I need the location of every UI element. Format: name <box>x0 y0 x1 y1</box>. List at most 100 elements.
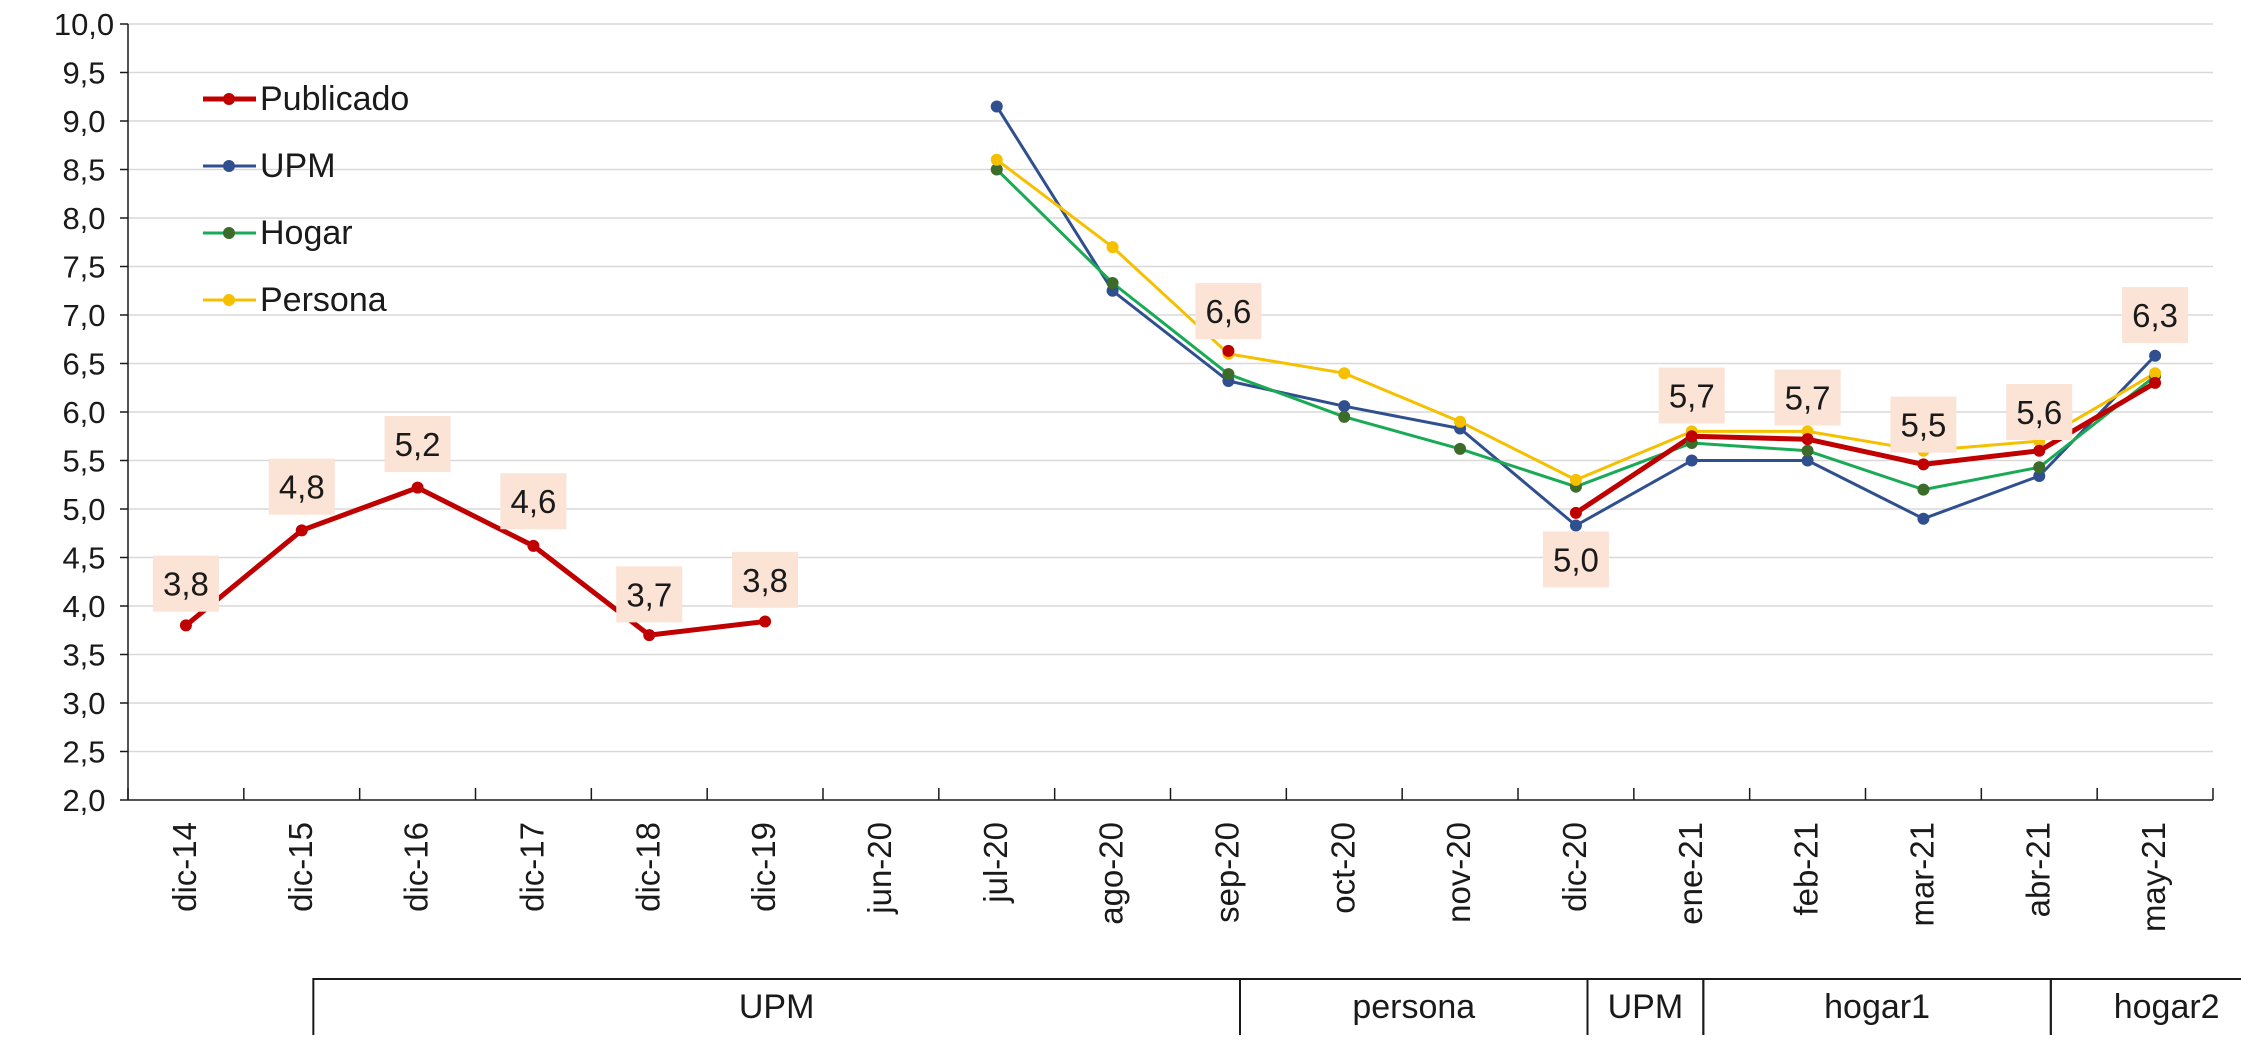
series-lines <box>179 100 2162 642</box>
data-point-publicado <box>1222 344 1235 357</box>
data-point-hogar <box>1917 483 1930 496</box>
y-tick-label: 5,5 <box>62 444 105 479</box>
data-point-hogar <box>990 163 1003 176</box>
data-label-box <box>1774 369 1841 426</box>
y-tick-label: 3,5 <box>62 638 105 673</box>
y-tick-label: 4,0 <box>62 589 105 624</box>
data-point-upm <box>1801 454 1814 467</box>
x-tick-label: ene-21 <box>1672 822 1709 925</box>
x-tick-label: abr-21 <box>2019 822 2056 917</box>
data-point-persona <box>1106 241 1119 254</box>
data-point-persona <box>990 153 1003 166</box>
data-point-publicado <box>179 619 192 632</box>
data-point-publicado <box>2149 376 2162 389</box>
data-label-box <box>1195 283 1262 340</box>
data-label-box <box>1658 367 1725 424</box>
x-tick-label: nov-20 <box>1440 822 1477 923</box>
data-label-box <box>268 458 335 515</box>
y-tick-label: 3,0 <box>62 686 105 721</box>
x-tick-label: dic-14 <box>166 822 203 912</box>
x-tick-label: feb-21 <box>1788 822 1825 916</box>
data-label-box <box>384 416 451 473</box>
data-point-persona <box>2149 367 2162 380</box>
y-tick-label: 8,0 <box>62 201 105 236</box>
data-point-hogar <box>1222 368 1235 381</box>
legend-marker-persona <box>223 294 235 306</box>
x-tick-label: ago-20 <box>1093 822 1130 925</box>
data-point-hogar <box>1338 410 1351 423</box>
data-point-publicado <box>411 481 424 494</box>
x-tick-label: may-21 <box>2135 822 2172 932</box>
data-label-box <box>1890 396 1957 453</box>
data-point-upm <box>2149 349 2162 362</box>
y-tick-label: 6,5 <box>62 347 105 382</box>
x-tick-label: dic-17 <box>513 822 550 912</box>
data-point-upm <box>990 100 1003 113</box>
x-tick-label: dic-16 <box>398 822 435 912</box>
data-label: 5,5 <box>1900 407 1946 444</box>
legend: Publicado UPM Hogar Persona <box>203 80 409 319</box>
y-tick-label: 9,0 <box>62 104 105 139</box>
data-point-publicado <box>1685 430 1698 443</box>
y-tick-label: 2,0 <box>62 783 105 818</box>
data-label: 6,3 <box>2132 297 2178 334</box>
y-tick-label: 2,5 <box>62 735 105 770</box>
legend-label-persona: Persona <box>260 281 387 319</box>
y-tick-label: 4,5 <box>62 541 105 576</box>
data-label-box <box>500 473 567 530</box>
category-groups: UPM persona UPM hogar1 hogar2 <box>312 978 2241 1040</box>
x-tick-label: sep-20 <box>1208 822 1245 923</box>
y-tick-label: 7,0 <box>62 298 105 333</box>
data-label: 4,6 <box>510 483 556 520</box>
data-point-hogar <box>1801 444 1814 457</box>
data-label: 4,8 <box>279 469 325 506</box>
data-label-box <box>2006 384 2073 440</box>
y-tick-label: 9,5 <box>62 56 105 91</box>
x-tick-label: dic-18 <box>629 822 666 912</box>
data-label: 5,0 <box>1553 541 1599 578</box>
y-tick-label: 5,0 <box>62 492 105 527</box>
legend-label-upm: UPM <box>260 147 336 185</box>
data-point-persona <box>1338 367 1351 380</box>
data-point-upm <box>1685 454 1698 467</box>
y-tick-label: 8,5 <box>62 153 105 188</box>
y-tick-label: 6,0 <box>62 395 105 430</box>
data-point-publicado <box>1917 458 1930 471</box>
group-label: UPM <box>739 988 815 1026</box>
legend-marker-publicado <box>223 93 235 105</box>
data-label: 5,2 <box>395 426 441 463</box>
data-label-box <box>732 551 799 608</box>
data-point-hogar <box>2033 461 2046 474</box>
data-label: 6,6 <box>1205 293 1251 330</box>
x-tick-label: dic-20 <box>1556 822 1593 912</box>
group-label: UPM <box>1608 988 1684 1026</box>
axes: 2,0 2,5 3,0 3,5 4,0 4,5 5,0 5,5 6,0 6,5 7,0 7,5 8,0 8… <box>54 7 2214 932</box>
data-point-publicado <box>295 524 308 537</box>
data-label-box <box>2122 287 2189 343</box>
x-tick-label: mar-21 <box>1903 822 1940 927</box>
group-label: hogar2 <box>2114 988 2220 1026</box>
data-label: 3,7 <box>626 576 672 613</box>
legend-marker-hogar <box>223 227 235 239</box>
y-tick-label: 7,5 <box>62 250 105 285</box>
x-tick-label: jul-20 <box>977 822 1014 904</box>
legend-label-publicado: Publicado <box>260 80 409 118</box>
data-label-box <box>1542 531 1609 588</box>
data-label-box <box>152 555 219 612</box>
data-label: 5,7 <box>1785 379 1831 416</box>
data-point-upm <box>2033 470 2046 483</box>
legend-marker-upm <box>223 160 235 172</box>
data-point-persona <box>1454 415 1467 428</box>
data-point-publicado <box>759 615 772 628</box>
data-point-publicado <box>643 629 656 642</box>
data-point-hogar <box>1454 442 1467 455</box>
data-label: 5,6 <box>2016 394 2062 431</box>
data-labels: 3,8 4,8 5,2 4,6 3,7 3,8 6,6 5,0 5,7 5,7 5,5 5,6 6,3 <box>152 283 2189 623</box>
data-point-upm <box>1338 400 1351 413</box>
data-point-publicado <box>1569 506 1582 519</box>
data-point-upm <box>1569 519 1582 532</box>
legend-label-hogar: Hogar <box>260 214 353 252</box>
x-tick-label: dic-15 <box>282 822 319 912</box>
